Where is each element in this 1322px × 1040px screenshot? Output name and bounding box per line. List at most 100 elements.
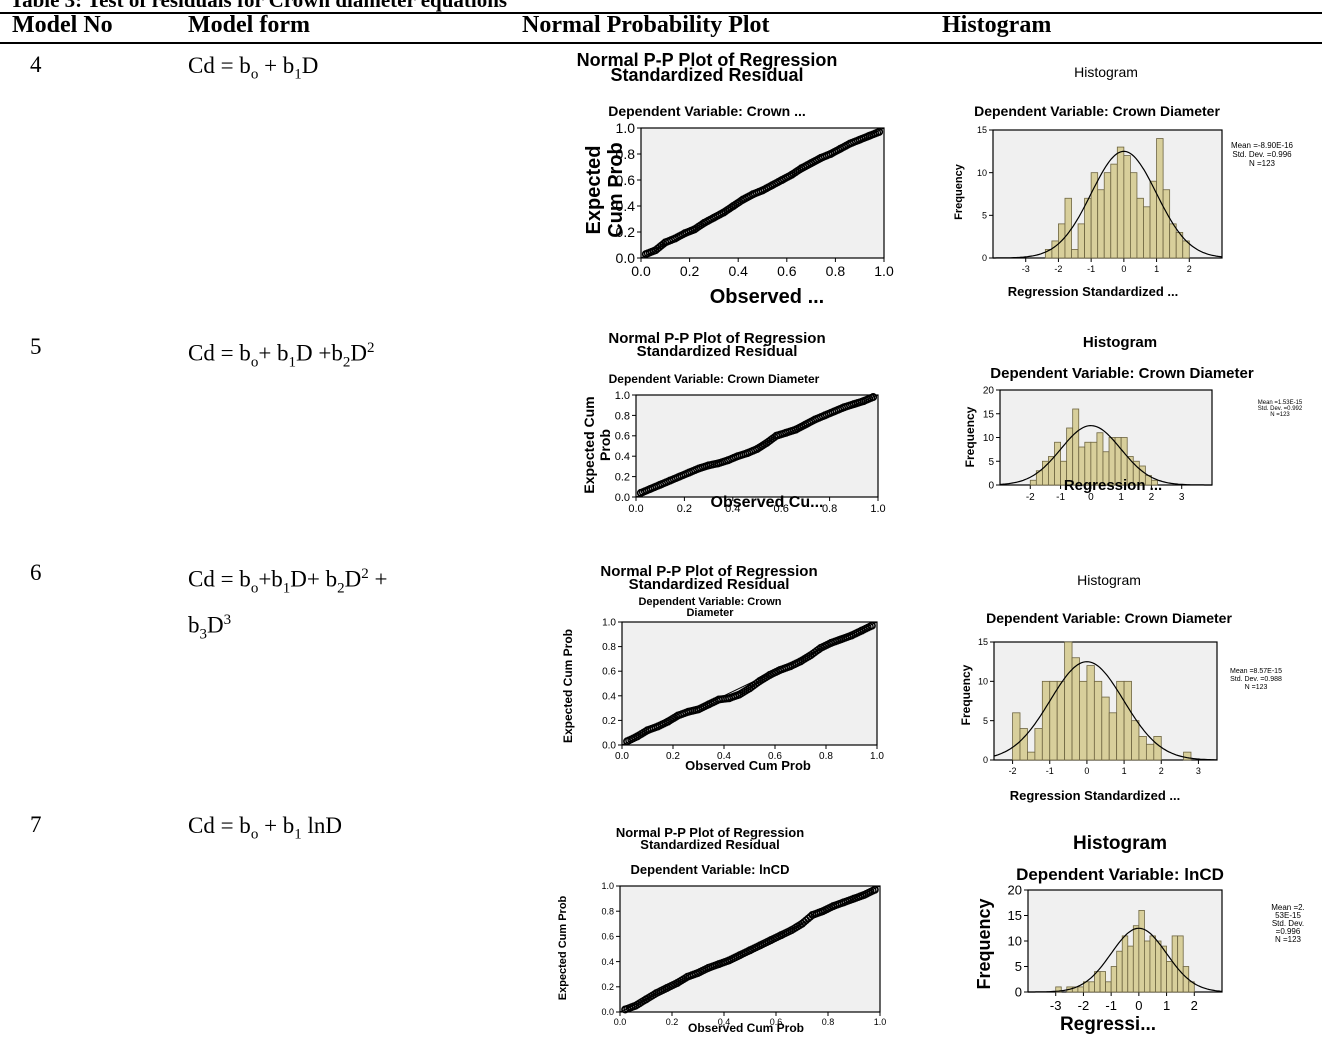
histogram-model-4: Histogram Dependent Variable: Crown Diame… bbox=[953, 64, 1294, 299]
stats-text: =0.996 bbox=[1276, 927, 1301, 936]
y-tick-label: 0.0 bbox=[602, 741, 616, 752]
histogram-bar bbox=[1138, 910, 1145, 993]
y-axis-label: Expected Cum Prob bbox=[557, 895, 569, 1000]
y-tick-label: 0.4 bbox=[615, 451, 630, 463]
histogram-model-7: Histogram Dependent Variable: lnCD -3 -2 -1 0… bbox=[974, 833, 1305, 1035]
pp-plot-model-7: Normal P-P Plot of RegressionStandardize… bbox=[557, 825, 886, 1035]
y-tick-label: 5 bbox=[1015, 959, 1022, 974]
y-axis-label: Frequency bbox=[963, 406, 977, 467]
histogram-bar bbox=[1099, 971, 1107, 993]
model-form-cell: Cd = bo + b1 lnD bbox=[188, 813, 343, 843]
x-tick-label: -2 bbox=[1009, 766, 1017, 776]
histogram-bar bbox=[1116, 146, 1125, 259]
stats-text: Std. Dev. bbox=[1272, 919, 1304, 928]
y-tick-label: 15 bbox=[977, 125, 987, 135]
histogram-bar bbox=[1027, 751, 1036, 761]
pp-plot-model-5: Normal P-P Plot of RegressionStandardize… bbox=[581, 330, 886, 515]
x-tick-label: -3 bbox=[1022, 264, 1030, 274]
chart-subtitle: Dependent Variable: Crown Diameter bbox=[990, 365, 1254, 382]
histogram-bar bbox=[1105, 981, 1112, 993]
histogram-model-6: Histogram Dependent Variable: Crown Diame… bbox=[959, 572, 1282, 803]
x-tick-label: 1 bbox=[1118, 492, 1124, 503]
x-axis-label: Observed Cum Prob bbox=[685, 758, 811, 773]
y-tick-label: 0 bbox=[988, 481, 994, 492]
y-axis-label: Frequency bbox=[953, 163, 965, 220]
histogram-bar bbox=[1129, 172, 1138, 259]
histogram-bar bbox=[1153, 735, 1162, 761]
histogram-bar bbox=[1123, 155, 1131, 259]
x-axis-label: Observed ... bbox=[710, 286, 825, 308]
x-tick-label: 0.8 bbox=[822, 503, 837, 515]
chart-title: Normal P-P Plot of Regression bbox=[608, 330, 825, 347]
histogram-bar bbox=[1183, 751, 1192, 761]
histogram-bar bbox=[1086, 665, 1095, 761]
y-tick-label: 15 bbox=[978, 637, 988, 647]
x-tick-label: 0.8 bbox=[819, 751, 833, 762]
pp-plot-model-4: Normal P-P Plot of RegressionStandardize… bbox=[577, 50, 894, 308]
histogram-bar bbox=[1054, 441, 1061, 486]
chart-title: Histogram bbox=[1083, 334, 1157, 351]
header-histogram: Histogram bbox=[942, 12, 1052, 38]
table-caption: Table 3: Test of residuals for Crown dia… bbox=[10, 0, 508, 12]
x-tick-label: 0 bbox=[1121, 264, 1126, 274]
stats-text: Std. Dev. =0.996 bbox=[1232, 150, 1292, 159]
header-model-form: Model form bbox=[188, 12, 310, 38]
histogram-bar bbox=[1019, 728, 1028, 761]
histogram-model-5: Histogram Dependent Variable: Crown Diame… bbox=[963, 334, 1303, 503]
x-axis-label: Regressi... bbox=[1060, 1014, 1156, 1035]
histogram-bar bbox=[1029, 479, 1037, 486]
x-tick-label: -1 bbox=[1087, 264, 1095, 274]
stats-text: Mean =-8.90E-16 bbox=[1231, 141, 1294, 150]
x-tick-label: 2 bbox=[1159, 766, 1164, 776]
chart-title: Histogram bbox=[1074, 64, 1138, 80]
histogram-bar bbox=[1094, 971, 1101, 993]
data-point bbox=[869, 393, 878, 402]
histogram-bar bbox=[1048, 456, 1055, 486]
chart-title: Standardized Residual bbox=[610, 65, 803, 85]
x-tick-label: 0.2 bbox=[666, 1017, 679, 1027]
chart-title: Normal P-P Plot of Regression bbox=[577, 50, 838, 70]
histogram-bar bbox=[1136, 197, 1144, 259]
y-tick-label: 15 bbox=[1008, 908, 1022, 923]
histogram-bar bbox=[1064, 197, 1072, 259]
y-axis-label: Expected Cum Prob bbox=[561, 629, 575, 743]
y-tick-label: 0.8 bbox=[601, 906, 614, 916]
stats-text: N =123 bbox=[1249, 159, 1276, 168]
x-tick-label: 0.6 bbox=[777, 263, 797, 279]
chart-title: Histogram bbox=[1073, 833, 1167, 854]
model-form-cell: Cd = bo+b1D+ b2D2 + b3D3 bbox=[188, 566, 388, 643]
stats-text: Mean =8.57E-15 bbox=[1230, 668, 1282, 675]
normal-curve bbox=[993, 661, 1217, 761]
stats-text: Std. Dev. =0.988 bbox=[1230, 676, 1282, 683]
data-point bbox=[867, 621, 876, 630]
header-model-no: Model No bbox=[12, 12, 113, 38]
y-axis-label: Frequency bbox=[959, 664, 973, 725]
y-axis-label: Cum Prob bbox=[605, 142, 627, 238]
y-tick-label: 20 bbox=[983, 386, 995, 397]
histogram-bar bbox=[1093, 680, 1103, 761]
histogram-bar bbox=[1072, 408, 1080, 486]
histogram-bar bbox=[1116, 950, 1123, 993]
histogram-bar bbox=[1116, 680, 1125, 761]
histogram-bar bbox=[1156, 138, 1164, 259]
model-no-cell: 7 bbox=[30, 812, 42, 837]
histogram-bar bbox=[1103, 172, 1112, 259]
x-tick-label: 0.4 bbox=[725, 503, 740, 515]
histogram-bar bbox=[1169, 223, 1177, 259]
chart-title: Histogram bbox=[1077, 572, 1141, 588]
x-tick-label: 0 bbox=[1135, 998, 1142, 1013]
header-normal-probability-plot: Normal Probability Plot bbox=[522, 12, 770, 38]
y-tick-label: 10 bbox=[977, 168, 987, 178]
model-no-cell: 6 bbox=[30, 560, 42, 585]
histogram-bar bbox=[1034, 728, 1043, 761]
histogram-bar bbox=[1090, 172, 1099, 259]
chart-title: Standardized Residual bbox=[637, 343, 798, 360]
histogram-bar bbox=[1149, 935, 1156, 993]
histogram-bar bbox=[1108, 712, 1118, 761]
y-tick-label: 0.6 bbox=[616, 172, 636, 188]
x-tick-label: 1 bbox=[1154, 264, 1159, 274]
chart-subtitle: Dependent Variable: lnCD bbox=[1016, 865, 1224, 884]
histogram-bar bbox=[1121, 935, 1129, 993]
histogram-bar bbox=[1155, 940, 1162, 993]
stats-text: 53E-15 bbox=[1275, 911, 1301, 920]
